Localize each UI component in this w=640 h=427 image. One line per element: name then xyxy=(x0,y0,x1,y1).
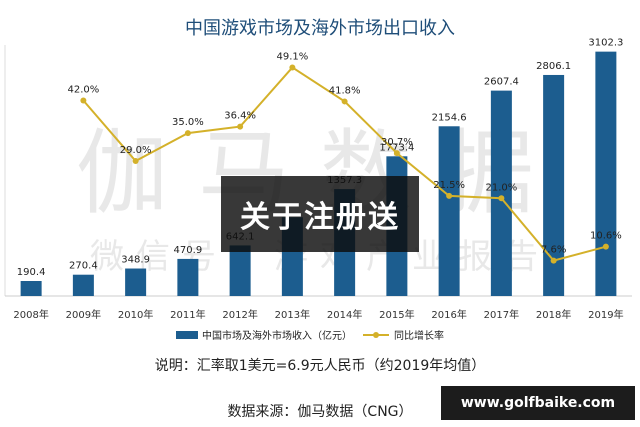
growth-point xyxy=(393,150,400,157)
chart-title: 中国游戏市场及海外市场出口收入 xyxy=(185,18,455,39)
legend-line-marker xyxy=(373,332,379,338)
growth-point xyxy=(341,98,348,105)
growth-point xyxy=(498,195,505,202)
x-tick-labels: 2008年 2009年 2010年 2011年 2012年 2013年 2014年 2015年… xyxy=(13,308,623,321)
chart-note: 说明：汇率取1美元=6.9元人民币（约2019年均值） xyxy=(154,358,486,374)
growth-value-label: 10.6% xyxy=(590,231,622,242)
overlay-banner[interactable]: 关于注册送 xyxy=(221,176,419,252)
legend: 中国市场及海外市场收入（亿元） 同比增长率 xyxy=(176,329,444,342)
bar-value-label: 470.9 xyxy=(174,245,203,256)
bar xyxy=(229,245,251,296)
x-tick-label: 2018年 xyxy=(536,308,571,321)
x-tick-label: 2015年 xyxy=(379,308,414,321)
chart-source: 数据来源：伽马数据（CNG） xyxy=(227,404,413,420)
bar-value-label: 270.4 xyxy=(69,261,98,272)
x-tick-label: 2019年 xyxy=(588,308,623,321)
x-tick-label: 2008年 xyxy=(13,308,48,321)
x-tick-label: 2014年 xyxy=(327,308,362,321)
growth-value-label: 35.0% xyxy=(172,117,204,128)
growth-value-label: 41.8% xyxy=(329,85,361,96)
growth-value-label: 7.6% xyxy=(541,245,566,256)
bar-value-label: 190.4 xyxy=(17,267,46,278)
bar-value-label: 2607.4 xyxy=(484,77,519,88)
growth-point xyxy=(289,64,296,71)
bar xyxy=(125,268,147,296)
legend-line-label: 同比增长率 xyxy=(394,329,444,342)
legend-bar-swatch xyxy=(176,331,198,339)
growth-value-label: 36.4% xyxy=(224,111,256,122)
x-tick-label: 2011年 xyxy=(170,308,205,321)
overlay-banner-text: 关于注册送 xyxy=(240,200,400,235)
x-tick-label: 2016年 xyxy=(431,308,466,321)
bar xyxy=(20,281,42,296)
growth-value-label: 21.5% xyxy=(433,180,465,191)
growth-value-label: 42.0% xyxy=(67,85,99,96)
x-tick-label: 2012年 xyxy=(222,308,257,321)
bar-value-label: 2806.1 xyxy=(536,61,571,72)
growth-point xyxy=(446,192,453,199)
site-watermark-badge: www.golfbaike.com xyxy=(441,386,635,420)
x-tick-label: 2009年 xyxy=(66,308,101,321)
growth-point xyxy=(184,130,191,137)
bar xyxy=(438,126,460,296)
bar xyxy=(490,90,512,296)
bar xyxy=(177,258,199,296)
growth-point xyxy=(602,243,609,250)
bar-value-label: 3102.3 xyxy=(588,38,623,49)
bar xyxy=(543,74,565,296)
x-tick-label: 2010年 xyxy=(118,308,153,321)
bar-value-label: 348.9 xyxy=(121,255,150,266)
growth-point xyxy=(132,158,139,165)
growth-point xyxy=(80,97,87,104)
legend-bar-label: 中国市场及海外市场收入（亿元） xyxy=(202,329,352,342)
growth-point xyxy=(550,257,557,264)
growth-value-label: 30.7% xyxy=(381,137,413,148)
growth-value-label: 29.0% xyxy=(120,145,152,156)
bar-value-label: 1773.4 xyxy=(379,142,414,153)
bar xyxy=(595,51,617,296)
growth-value-label: 21.0% xyxy=(485,182,517,193)
bar xyxy=(72,274,94,296)
bar-value-label: 2154.6 xyxy=(432,112,467,123)
x-tick-label: 2013年 xyxy=(275,308,310,321)
x-tick-label: 2017年 xyxy=(484,308,519,321)
line-layer: 42.0% 29.0% 35.0% 36.4% 49.1% 41.8% 30.7% 21.5%… xyxy=(67,51,622,264)
growth-value-label: 49.1% xyxy=(276,51,308,62)
growth-point xyxy=(237,123,244,130)
